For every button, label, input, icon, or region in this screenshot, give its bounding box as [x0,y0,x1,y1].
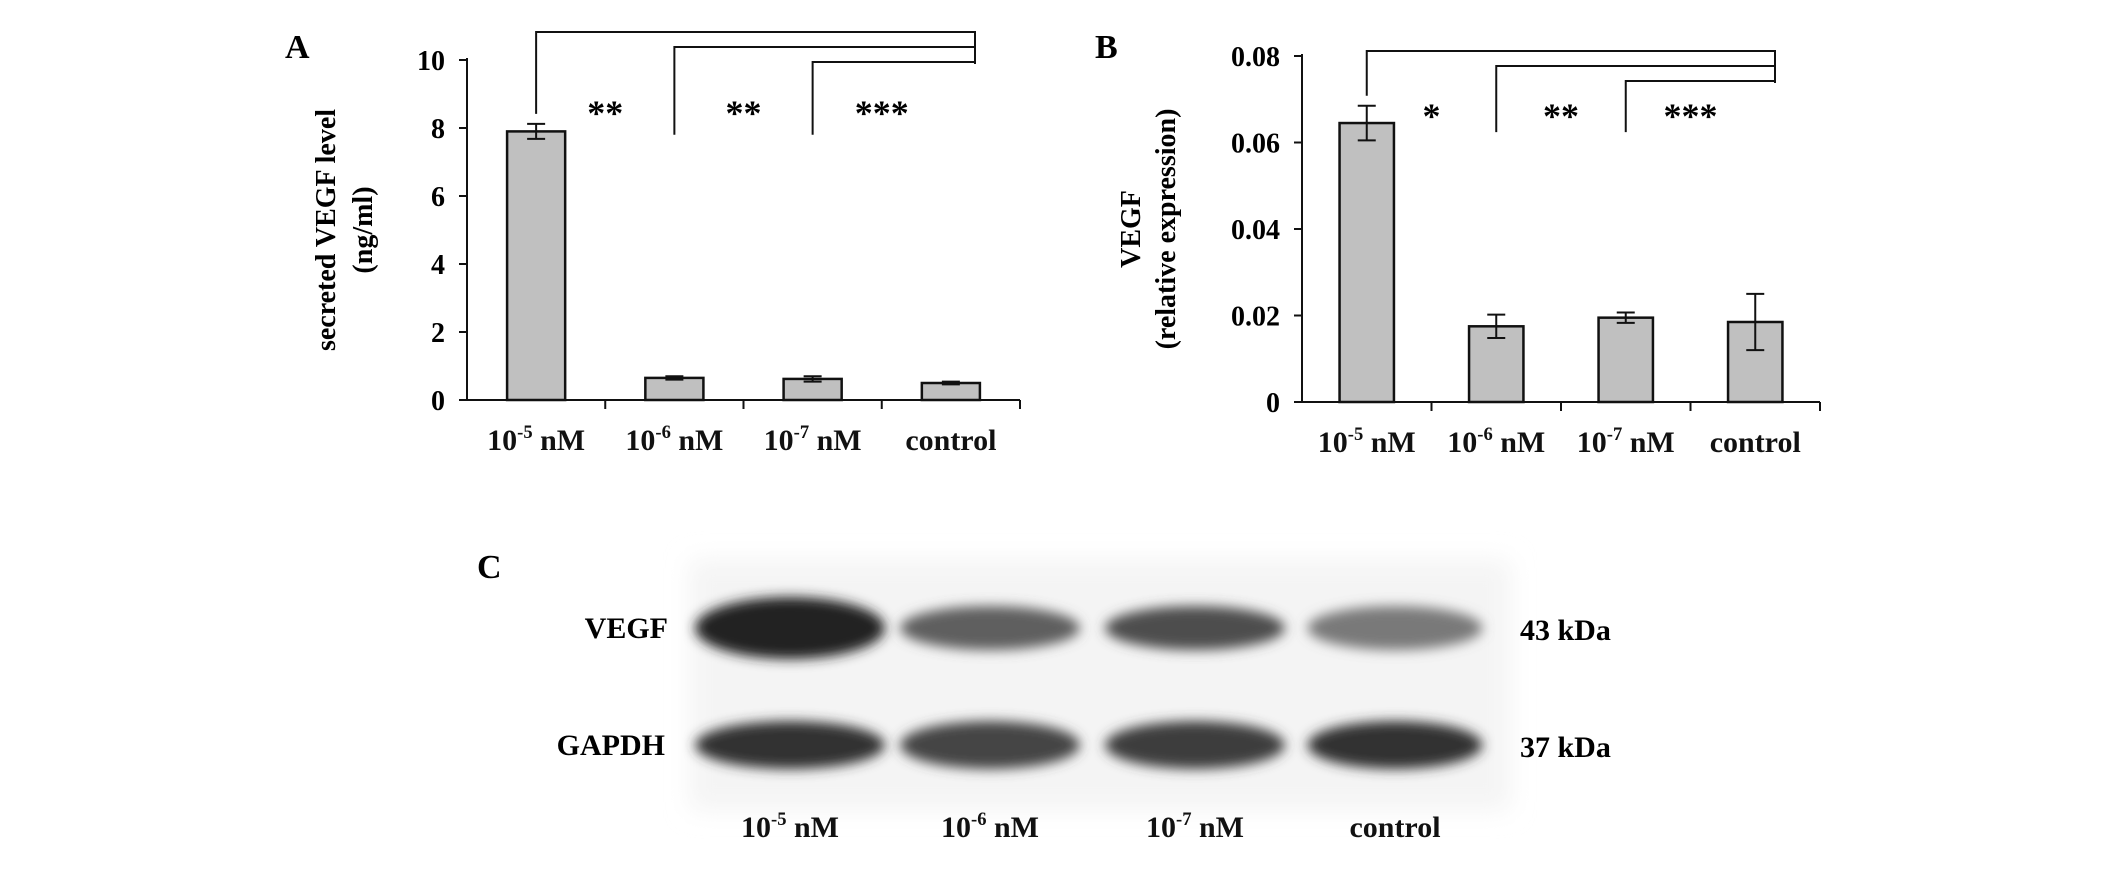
blot-band [1307,721,1483,769]
y-tick-label: 0.08 [1231,42,1280,73]
chart-b: 0 0.02 0.04 0.06 0.08 10-5 nM 10-6 nM 10-7 nM co… [1116,42,1821,459]
significance-label: ** [1543,96,1579,136]
bar [644,376,705,402]
blot-band [900,721,1080,769]
y-tick-label: 0.06 [1231,129,1280,160]
y-axis-unit-label: (relative expression) [1151,109,1182,350]
blot-size-label: 43 kDa [1520,614,1611,647]
y-tick-label: 10 [417,46,445,77]
blot-band [1105,606,1285,650]
panel-letter-b: B [1095,29,1118,66]
significance-label: *** [1664,96,1718,136]
significance-label: ** [587,93,623,133]
bar [505,130,567,402]
blot-band [695,597,885,659]
significance-bracket [811,61,975,135]
x-category-label: control [905,424,996,457]
y-axis-label: VEGF [1116,190,1147,268]
x-category-label: 10-5 nM [1318,424,1416,459]
significance-bracket [1495,65,1775,133]
blot-band [1307,606,1483,650]
x-category-label: 10-6 nM [625,422,723,457]
bar [1597,316,1655,404]
x-category-label: 10-5 nM [487,422,585,457]
blot-membrane [690,560,1510,810]
blot-band [1105,721,1285,769]
x-category-label: 10-6 nM [1447,424,1545,459]
y-tick-label: 2 [431,318,445,349]
y-axis-label: secreted VEGF level [311,109,342,351]
blot-size-label: 37 kDa [1520,731,1611,764]
blot-lane-label: 10-6 nM [941,809,1039,844]
significance-bracket [1365,50,1776,96]
x-category-label: 10-7 nM [1577,424,1675,459]
y-tick-label: 8 [431,114,445,145]
significance-label: ** [726,93,762,133]
significance-label: *** [855,93,909,133]
y-tick-label: 0.02 [1231,302,1280,333]
significance-bracket [673,46,975,135]
x-category-label: control [1710,426,1801,459]
y-tick-label: 4 [431,250,445,281]
y-tick-label: 0 [431,386,445,417]
panel-letter-c: C [477,549,502,586]
blot-band [695,721,885,769]
panel-letter-a: A [285,29,310,66]
y-tick-label: 0.04 [1231,215,1280,246]
blot-lane-label: control [1349,811,1440,844]
significance-label: * [1423,96,1441,136]
blot-row-label: GAPDH [557,729,665,762]
blot-lane-label: 10-7 nM [1146,809,1244,844]
y-tick-label: 6 [431,182,445,213]
western-blot-panel: VEGF 43 kDa GAPDH 37 kDa 10-5 nM 10-6 nM 10-7 … [557,560,1611,844]
bar [1338,121,1396,404]
bar [920,381,982,402]
significance-bracket [1624,80,1775,133]
blot-lane-label: 10-5 nM [741,809,839,844]
blot-band [900,606,1080,650]
x-category-label: 10-7 nM [764,422,862,457]
y-tick-label: 0 [1266,388,1280,419]
blot-row-label: VEGF [585,612,668,645]
y-axis-unit-label: (ng/ml) [348,186,379,273]
